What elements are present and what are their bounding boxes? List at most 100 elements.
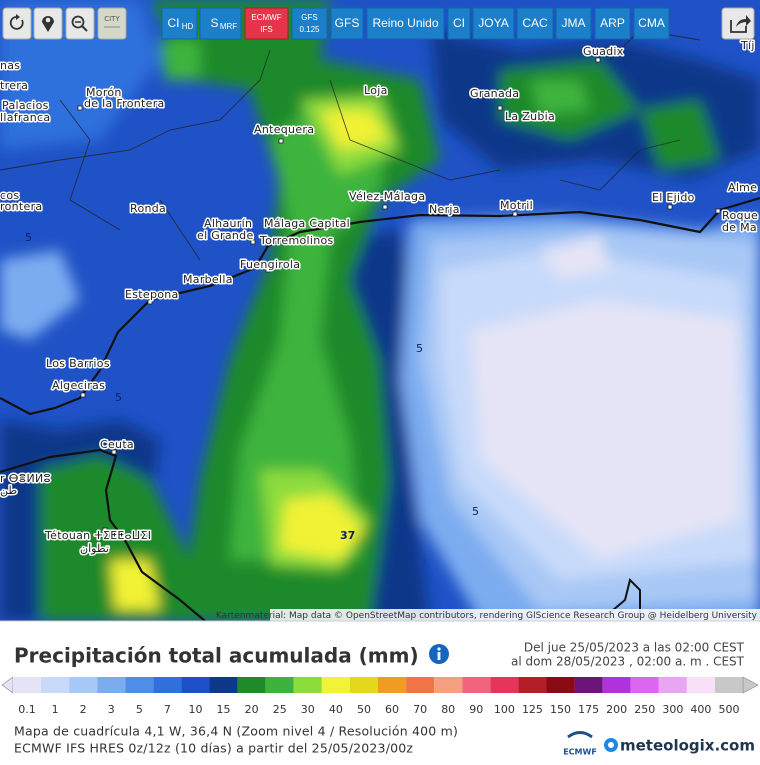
model-button[interactable]: CAC [516,7,554,40]
legend-cell [714,677,744,693]
ecmwf-label: ECMWF [563,748,597,757]
legend-label: 250 [634,703,655,716]
legend-cell [518,677,547,693]
button-label: JMA [562,16,586,30]
place-label: La Zubia [505,110,555,123]
legend-cell [237,677,266,693]
city-label: CITY [104,15,120,23]
legend-cell [686,677,715,693]
legend-cell [658,677,687,693]
model-button[interactable]: S MRF [199,7,242,40]
button-bg [447,7,471,40]
model-button[interactable]: CI [447,7,471,40]
contour-labels: 5 5 5 5 37 [25,231,479,542]
legend-cell [462,677,491,693]
place-label: Ronda [130,202,166,215]
button-bg [199,7,242,40]
place-dot [382,204,388,210]
coastline [0,196,760,416]
button-label: ARP [600,16,625,30]
legend-arrow-left [1,676,14,694]
legend-cell [125,677,154,693]
legend-label: 7 [164,703,171,716]
border-lines [0,29,701,261]
precip-field [0,0,760,621]
meteologix-logo: meteologix.com [604,737,755,755]
location-button[interactable] [33,7,63,40]
place-dot [77,105,83,111]
place-dot [595,57,601,63]
button-bg [633,7,670,40]
legend-cell [265,677,294,693]
legend-arrow-right [742,676,759,694]
contour-label: 5 [25,231,32,244]
legend-cell [546,677,575,693]
legend-label: 400 [690,703,711,716]
button-bg [555,7,592,40]
legend-label: 50 [357,703,371,716]
place-dot [250,239,256,245]
legend-label: 30 [301,703,315,716]
info-icon[interactable] [429,644,449,664]
place-dot [278,138,284,144]
legend-cell [69,677,98,693]
model-button[interactable]: JOYA [472,7,515,40]
legend-label: 1 [52,703,59,716]
place-label: Torremolinos [259,234,334,247]
place-label: Málaga Capital [264,217,350,230]
place-label: Guadix [583,45,624,58]
legend-label: 2 [80,703,87,716]
contour-label: 5 [416,342,423,355]
legend-cell [209,677,238,693]
place-dot [497,105,503,111]
button-label: CAC [522,16,548,30]
place-label: تطوان [80,542,109,555]
model-button[interactable]: GFS [330,7,364,40]
place-label: Algeciras [52,379,105,392]
legend-label: 10 [188,703,202,716]
place-dot [80,392,86,398]
place-label: Morón [86,86,122,99]
legend-label: 40 [329,703,343,716]
model-button[interactable]: JMA [555,7,592,40]
share-button[interactable] [721,7,755,40]
model-button[interactable]: CMA [633,7,670,40]
legend-cell [41,677,70,693]
ecmwf-logo: ECMWF [563,731,597,757]
legend-cell [574,677,603,693]
coastline [0,448,206,621]
place-dot [667,204,673,210]
legend-cell [630,677,659,693]
place-label: El Ejido [652,191,695,204]
button-sub: MRF [220,22,237,31]
model-button[interactable]: GFS 0.125 [291,7,328,40]
model-button[interactable]: Reino Unido [366,7,445,40]
refresh-button[interactable] [2,7,32,40]
legend-label: 90 [469,703,483,716]
zoom-out-button[interactable] [65,7,95,40]
city-button[interactable]: CITY [97,7,127,40]
button-bg [594,7,631,40]
model-button[interactable]: ECMWF IFS [244,7,289,40]
legend-label: 60 [385,703,399,716]
model-button[interactable]: CI HD [161,7,198,40]
button-bg [366,7,445,40]
place-label: trera [0,79,28,92]
button-sub: 0.125 [299,25,320,34]
place-dot [111,449,117,455]
place-label: Granada [470,87,519,100]
model-button[interactable]: ARP [594,7,631,40]
legend-label: 300 [662,703,683,716]
button-bg [330,7,364,40]
button-label: S [210,16,218,30]
legend-label: 80 [441,703,455,716]
legend-label: 15 [217,703,231,716]
legend-cell [181,677,210,693]
attribution-bg [270,609,760,621]
place-label: Alhaurín [204,217,252,230]
legend-cell [434,677,463,693]
